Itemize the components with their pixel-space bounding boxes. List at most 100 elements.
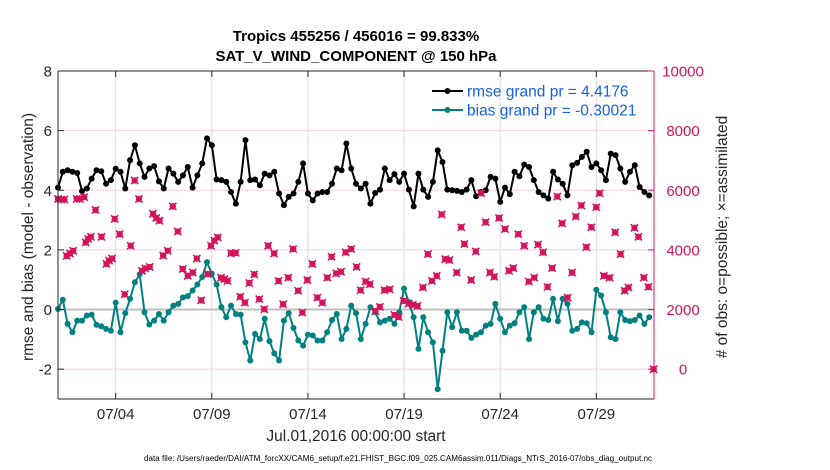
obs-assimilated-cross	[178, 264, 187, 274]
rmse-point	[204, 135, 210, 142]
rmse-point	[117, 168, 124, 175]
rmse-point	[199, 160, 206, 167]
bias-point	[631, 316, 638, 323]
bias-point	[353, 310, 359, 317]
bias-point	[607, 334, 614, 341]
obs-assimilated-cross	[263, 241, 273, 250]
rmse-point	[242, 137, 249, 144]
rmse-point	[93, 167, 100, 174]
rmse-point	[444, 186, 451, 193]
bias-point	[545, 316, 552, 323]
rmse-point	[612, 152, 619, 159]
rmse-point	[511, 168, 518, 175]
y-tick-label-right: 10000	[662, 64, 704, 81]
obs-assimilated-cross	[553, 192, 562, 201]
obs-count-marker	[245, 278, 254, 288]
obs-assimilated-cross	[385, 285, 394, 294]
rmse-point	[530, 177, 537, 184]
bias-point	[598, 292, 605, 299]
rmse-point	[559, 180, 566, 187]
obs-assimilated-cross	[456, 223, 466, 232]
obs-assimilated-cross	[269, 249, 279, 258]
rmse-point	[372, 189, 379, 196]
bias-point	[261, 315, 268, 322]
obs-assimilated-cross	[318, 298, 327, 307]
bias-point	[646, 314, 653, 321]
y-axis-label-right: # of obs: o=possible; ×=assimilated	[714, 116, 731, 359]
obs-assimilated-cross	[250, 270, 259, 279]
bias-point	[189, 287, 196, 294]
bias-point	[338, 336, 345, 343]
bias-point	[199, 274, 206, 281]
bias-point	[420, 314, 427, 321]
obs-count-marker	[213, 233, 222, 242]
rmse-point	[482, 187, 489, 194]
obs-assimilated-cross	[538, 248, 548, 257]
obs-assimilated-cross	[413, 301, 422, 311]
rmse-point	[381, 165, 388, 172]
rmse-point	[521, 161, 528, 168]
obs-assimilated-cross	[308, 259, 317, 269]
obs-assimilated-cross	[120, 290, 129, 299]
obs-count-marker	[323, 273, 332, 282]
bias-point	[641, 320, 648, 327]
obs-assimilated-cross	[365, 280, 375, 289]
obs-assimilated-cross	[530, 273, 539, 282]
obs-count-marker	[110, 214, 119, 224]
obs-assimilated-cross	[323, 273, 332, 282]
obs-count-marker	[134, 194, 144, 204]
rmse-point	[598, 167, 605, 174]
legend-entry-bias: bias grand pr = -0.30021	[432, 103, 636, 120]
rmse-point	[280, 202, 287, 209]
bias-point	[151, 317, 158, 324]
rmse-point	[357, 185, 364, 192]
bias-point	[348, 302, 355, 309]
rmse-point	[304, 190, 311, 197]
rmse-point	[362, 180, 369, 187]
obs-count-marker	[327, 252, 336, 261]
rmse-point	[151, 163, 158, 170]
obs-assimilated-cross	[452, 268, 461, 277]
rmse-point	[74, 169, 81, 176]
obs-assimilated-cross	[490, 272, 499, 281]
rmse-point	[391, 171, 398, 178]
obs-assimilated-cross	[260, 305, 269, 314]
bias-point	[146, 321, 153, 328]
obs-count-marker	[188, 268, 197, 277]
obs-assimilated-cross	[639, 273, 648, 282]
obs-assimilated-cross	[288, 244, 298, 254]
obs-assimilated-cross	[168, 202, 177, 211]
obs-count-marker	[481, 218, 490, 227]
bias-point	[103, 325, 110, 332]
obs-assimilated-cross	[587, 223, 596, 232]
obs-assimilated-cross	[284, 273, 293, 282]
bias-point	[391, 320, 398, 327]
rmse-point	[516, 173, 523, 180]
obs-assimilated-cross	[293, 286, 303, 295]
bias-point	[98, 323, 105, 330]
obs-count-marker	[365, 280, 375, 289]
bias-point	[290, 325, 297, 332]
obs-count-marker	[107, 254, 117, 263]
rmse-point	[449, 187, 456, 194]
y-tick-label-left: 6	[44, 123, 52, 140]
obs-count-marker	[231, 248, 240, 258]
bias-point	[521, 304, 528, 311]
rmse-point	[179, 172, 186, 179]
bias-point	[324, 329, 331, 336]
obs-assimilated-cross	[481, 218, 490, 227]
rmse-point	[170, 170, 177, 177]
obs-assimilated-cross	[634, 232, 643, 241]
x-tick-label: 07/19	[385, 406, 423, 423]
obs-count-marker	[476, 189, 486, 198]
rmse-point	[252, 176, 259, 183]
obs-assimilated-cross	[240, 298, 250, 307]
obs-count-marker	[644, 282, 653, 292]
rmse-point	[526, 164, 533, 171]
bias-point	[511, 320, 518, 327]
bias-point	[266, 338, 273, 345]
rmse-point	[88, 175, 95, 182]
obs-assimilated-cross	[69, 246, 78, 255]
obs-assimilated-cross	[327, 252, 336, 261]
